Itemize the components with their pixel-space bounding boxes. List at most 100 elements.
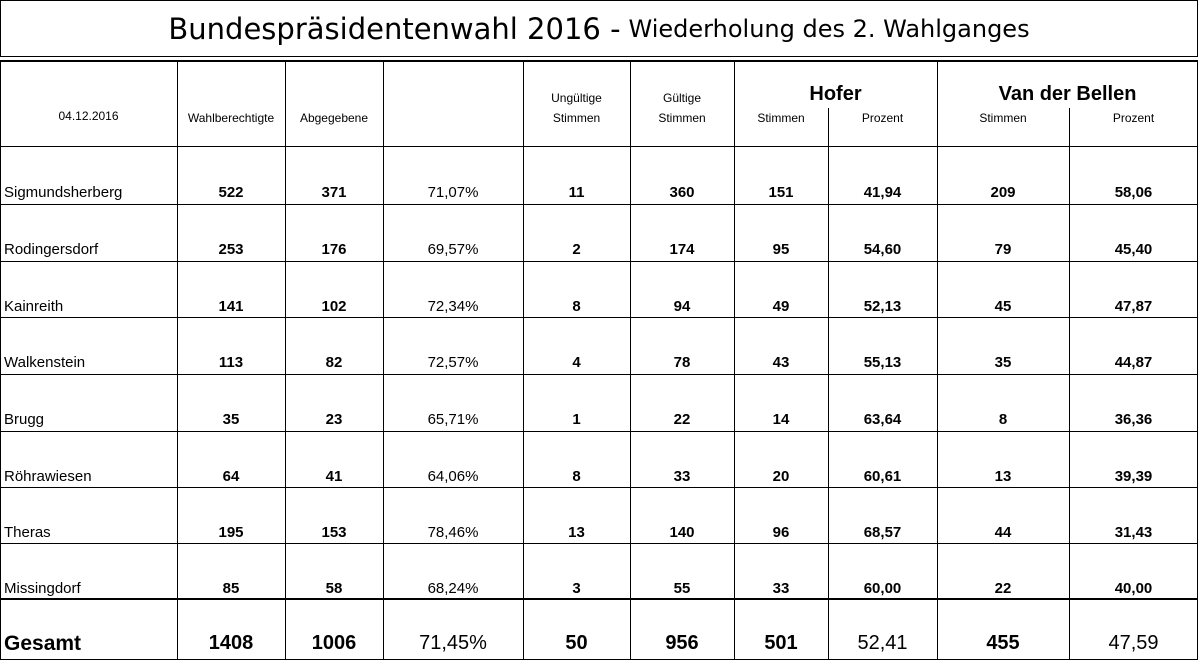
cell-ungueltig: 8 [572, 468, 581, 485]
cell-hofer-stimmen: 20 [772, 468, 790, 485]
cell-hofer-prozent: 60,00 [863, 580, 902, 597]
cell-wahlberechtigte: 522 [218, 184, 244, 201]
cell-vdb-stimmen: 44 [994, 524, 1012, 541]
header-ungueltige: Ungültige [551, 91, 602, 105]
cell-vdb-stimmen: 35 [994, 354, 1012, 371]
cell-wahlberechtigte: 35 [222, 411, 240, 428]
total-gueltig: 956 [665, 632, 699, 654]
col-line-ungueltig [523, 60, 524, 660]
total-hofer-prozent: 52,41 [857, 632, 908, 654]
cell-ungueltig: 3 [572, 580, 581, 597]
row-name: Kainreith [4, 298, 64, 315]
col-line-vdb [937, 60, 938, 660]
cell-beteiligung: 72,57% [427, 354, 479, 371]
cell-wahlberechtigte: 113 [218, 354, 244, 371]
total-top-border [0, 598, 1198, 600]
cell-gueltig: 55 [673, 580, 691, 597]
cell-hofer-prozent: 68,57 [863, 524, 902, 541]
cell-abgegebene: 41 [325, 468, 343, 485]
row-separator [0, 431, 1198, 432]
header-hofer: Hofer [809, 83, 862, 105]
cell-hofer-stimmen: 43 [772, 354, 790, 371]
row-separator [0, 317, 1198, 318]
col-line-vdb-prozent [1069, 108, 1070, 660]
cell-vdb-prozent: 47,87 [1114, 298, 1153, 315]
row-separator [0, 261, 1198, 262]
col-line-abgegebene [285, 60, 286, 660]
col-line-beteiligung [383, 60, 384, 660]
cell-beteiligung: 72,34% [427, 298, 479, 315]
cell-beteiligung: 71,07% [427, 184, 479, 201]
cell-vdb-stimmen: 8 [998, 411, 1008, 428]
cell-beteiligung: 69,57% [427, 241, 479, 258]
cell-hofer-stimmen: 33 [772, 580, 790, 597]
cell-wahlberechtigte: 195 [218, 524, 244, 541]
cell-vdb-prozent: 40,00 [1114, 580, 1153, 597]
header-hofer-stimmen: Stimmen [757, 111, 805, 125]
cell-gueltig: 140 [669, 524, 695, 541]
row-separator [0, 543, 1198, 544]
cell-vdb-prozent: 39,39 [1114, 468, 1153, 485]
cell-gueltig: 33 [673, 468, 691, 485]
col-line-hofer-prozent [828, 108, 829, 660]
total-ungueltig: 50 [565, 632, 588, 654]
title-main: Bundespräsidentenwahl 2016 - [168, 11, 621, 46]
cell-abgegebene: 371 [321, 184, 347, 201]
header-vdb-stimmen: Stimmen [979, 111, 1027, 125]
cell-gueltig: 78 [673, 354, 691, 371]
cell-hofer-prozent: 55,13 [863, 354, 902, 371]
table-left-border [0, 60, 1, 660]
cell-vdb-stimmen: 13 [994, 468, 1012, 485]
cell-hofer-prozent: 54,60 [863, 241, 902, 258]
cell-vdb-stimmen: 209 [990, 184, 1016, 201]
total-beteiligung: 71,45% [419, 632, 487, 654]
row-name: Theras [4, 524, 51, 541]
cell-hofer-prozent: 60,61 [863, 468, 902, 485]
cell-wahlberechtigte: 253 [218, 241, 244, 258]
cell-hofer-prozent: 52,13 [863, 298, 902, 315]
cell-abgegebene: 153 [321, 524, 347, 541]
cell-ungueltig: 4 [572, 354, 581, 371]
cell-beteiligung: 64,06% [427, 468, 479, 485]
cell-vdb-prozent: 45,40 [1114, 241, 1153, 258]
header-gueltige-stimmen: Stimmen [658, 111, 706, 125]
cell-ungueltig: 2 [572, 241, 581, 258]
total-vdb-prozent: 47,59 [1108, 632, 1159, 654]
table-bottom-border [0, 659, 1198, 660]
header-gueltige: Gültige [662, 91, 702, 105]
header-abgegebene: Abgegebene [299, 111, 369, 125]
cell-gueltig: 360 [669, 184, 695, 201]
header-date: 04.12.2016 [58, 109, 119, 123]
cell-hofer-stimmen: 49 [772, 298, 790, 315]
total-hofer-stimmen: 501 [764, 632, 798, 654]
header-hofer-prozent: Prozent [861, 111, 904, 125]
cell-wahlberechtigte: 85 [222, 580, 240, 597]
cell-ungueltig: 13 [568, 524, 585, 541]
cell-beteiligung: 68,24% [427, 580, 479, 597]
header-wahlberechtigte: Wahlberechtigte [187, 111, 275, 125]
row-name: Missingdorf [4, 580, 81, 597]
row-separator [0, 487, 1198, 488]
cell-abgegebene: 58 [325, 580, 343, 597]
cell-vdb-prozent: 31,43 [1114, 524, 1153, 541]
total-name: Gesamt [4, 632, 82, 655]
title-sub: Wiederholung des 2. Wahlganges [628, 14, 1030, 43]
header-bottom-border [0, 146, 1198, 147]
cell-wahlberechtigte: 64 [222, 468, 240, 485]
col-line-gueltig [630, 60, 631, 660]
cell-hofer-stimmen: 151 [768, 184, 794, 201]
total-wahlberechtigte: 1408 [208, 632, 254, 654]
cell-gueltig: 174 [669, 241, 695, 258]
col-line-wahlberechtigte [177, 60, 178, 660]
cell-abgegebene: 102 [321, 298, 347, 315]
cell-gueltig: 22 [673, 411, 691, 428]
cell-vdb-stimmen: 22 [994, 580, 1012, 597]
total-vdb-stimmen: 455 [986, 632, 1020, 654]
cell-abgegebene: 23 [325, 411, 343, 428]
row-name: Brugg [4, 411, 45, 428]
row-name: Sigmundsherberg [4, 184, 123, 201]
cell-abgegebene: 176 [321, 241, 347, 258]
header-vdb-prozent: Prozent [1112, 111, 1155, 125]
cell-hofer-prozent: 63,64 [863, 411, 902, 428]
